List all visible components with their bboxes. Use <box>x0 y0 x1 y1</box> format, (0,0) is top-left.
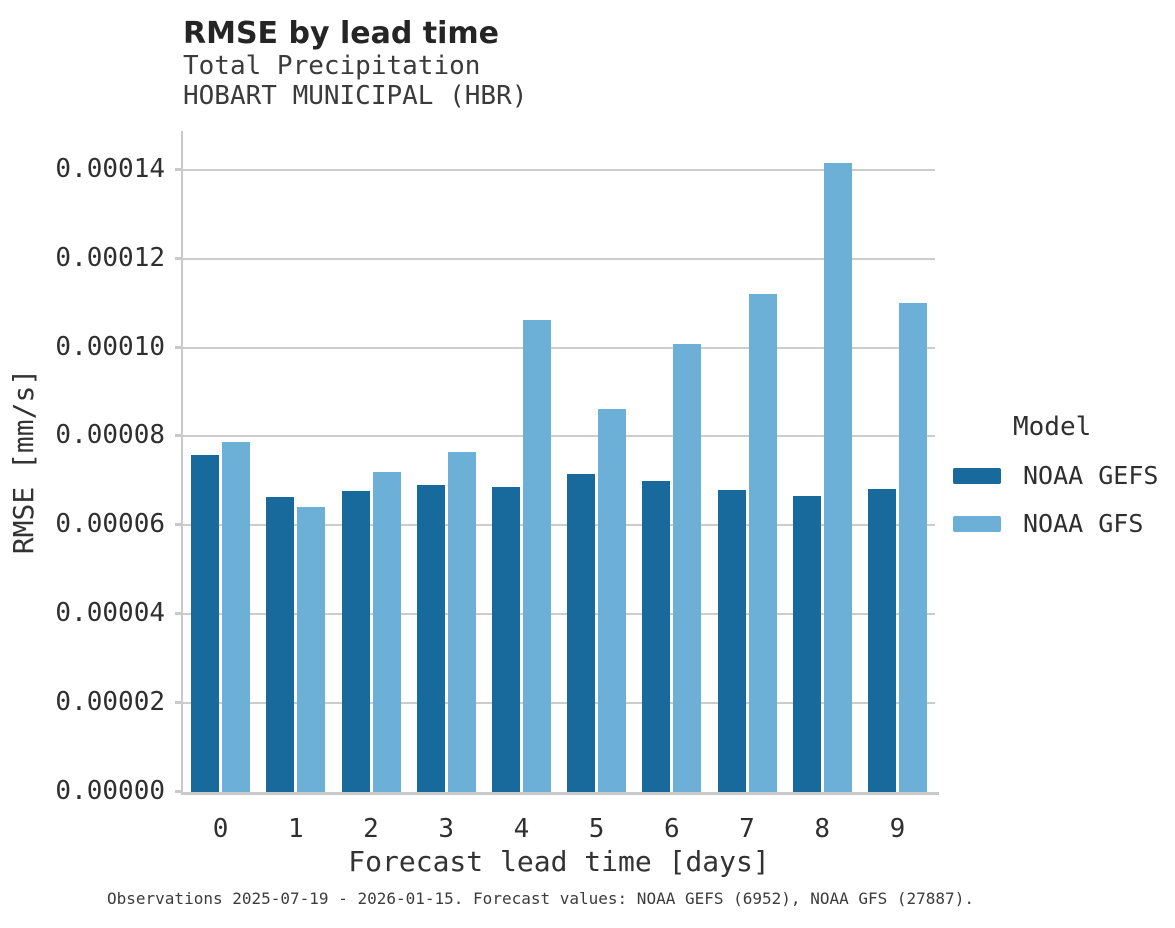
y-tick-mark <box>175 523 181 527</box>
x-axis-title: Forecast lead time [days] <box>348 845 770 878</box>
bar-noaa-gfs-day-1 <box>297 506 326 792</box>
bar-noaa-gefs-day-1 <box>266 496 295 792</box>
legend-label-gefs: NOAA GEFS <box>1023 461 1159 490</box>
bar-noaa-gfs-day-4 <box>522 319 551 792</box>
gridline <box>183 613 935 616</box>
legend-entry-gfs: NOAA GFS <box>953 509 1158 538</box>
x-tick-label: 6 <box>663 814 680 844</box>
y-tick-mark <box>175 612 181 616</box>
bar-noaa-gefs-day-3 <box>416 485 445 792</box>
legend-entry-gefs: NOAA GEFS <box>953 461 1158 490</box>
bar-noaa-gefs-day-6 <box>642 480 671 792</box>
bar-noaa-gefs-day-4 <box>491 486 520 792</box>
x-tick-label: 5 <box>588 814 605 844</box>
x-tick-label: 7 <box>739 814 755 844</box>
y-axis-spine <box>181 131 183 795</box>
bar-noaa-gfs-day-9 <box>898 303 927 792</box>
gridline <box>183 257 935 260</box>
y-tick-mark <box>175 345 181 349</box>
x-tick-label: 2 <box>363 814 379 844</box>
bar-noaa-gfs-day-2 <box>372 472 401 792</box>
x-tick-label: 4 <box>513 814 530 844</box>
chart-title: RMSE by lead time <box>183 16 499 51</box>
y-tick-mark <box>175 434 181 438</box>
y-tick-label: 0.00004 <box>55 598 165 629</box>
x-tick-label: 0 <box>212 814 229 844</box>
gefs-color-swatch <box>953 467 1001 484</box>
gridline <box>183 435 935 438</box>
bar-noaa-gfs-day-6 <box>673 343 702 792</box>
chart-subtitle-station: HOBART MUNICIPAL (HBR) <box>183 81 528 111</box>
bar-noaa-gefs-day-0 <box>191 454 220 792</box>
x-tick-label: 1 <box>287 814 304 844</box>
bar-noaa-gfs-day-0 <box>222 442 251 792</box>
gfs-color-swatch <box>953 515 1001 532</box>
x-tick-label: 3 <box>438 814 455 844</box>
y-tick-label: 0.00006 <box>55 509 165 540</box>
x-tick-label: 9 <box>889 814 906 844</box>
chart-subtitle-variable: Total Precipitation <box>183 51 481 81</box>
bar-noaa-gfs-day-8 <box>823 163 852 792</box>
bar-noaa-gefs-day-9 <box>867 489 896 792</box>
x-axis-spine <box>181 792 939 795</box>
bar-noaa-gefs-day-7 <box>717 490 746 792</box>
plot-area: 0.00000 0.00002 0.00004 0.00006 0.00008 0.000… <box>55 131 939 844</box>
y-tick-label: 0.00014 <box>55 153 165 184</box>
y-tick-mark <box>175 790 181 793</box>
bar-noaa-gefs-day-2 <box>341 490 370 792</box>
x-tick-label: 8 <box>814 814 831 844</box>
y-tick-mark <box>175 167 181 171</box>
bar-noaa-gfs-day-7 <box>748 294 777 792</box>
y-axis-title: RMSE [mm/s] <box>7 368 41 555</box>
bar-noaa-gfs-day-5 <box>598 408 627 792</box>
gridline <box>183 702 935 705</box>
y-tick-label: 0.00008 <box>55 420 165 451</box>
y-tick-label: 0.00002 <box>55 687 165 718</box>
bar-noaa-gefs-day-8 <box>792 495 821 792</box>
y-tick-mark <box>175 256 181 260</box>
legend: Model NOAA GEFS NOAA GFS <box>953 412 1158 538</box>
y-tick-label: 0.00010 <box>55 331 165 362</box>
gridline <box>183 346 935 349</box>
bar-noaa-gefs-day-5 <box>567 474 596 792</box>
y-tick-label: 0.00012 <box>55 242 165 273</box>
y-tick-label: 0.00000 <box>55 776 165 806</box>
caption-text: Observations 2025-07-19 - 2026-01-15. Fo… <box>107 889 974 908</box>
bar-noaa-gfs-day-3 <box>447 451 476 792</box>
gridline <box>183 168 935 171</box>
legend-label-gfs: NOAA GFS <box>1023 509 1144 538</box>
y-tick-mark <box>175 701 181 705</box>
gridline <box>183 524 935 527</box>
legend-title: Model <box>1013 412 1092 442</box>
